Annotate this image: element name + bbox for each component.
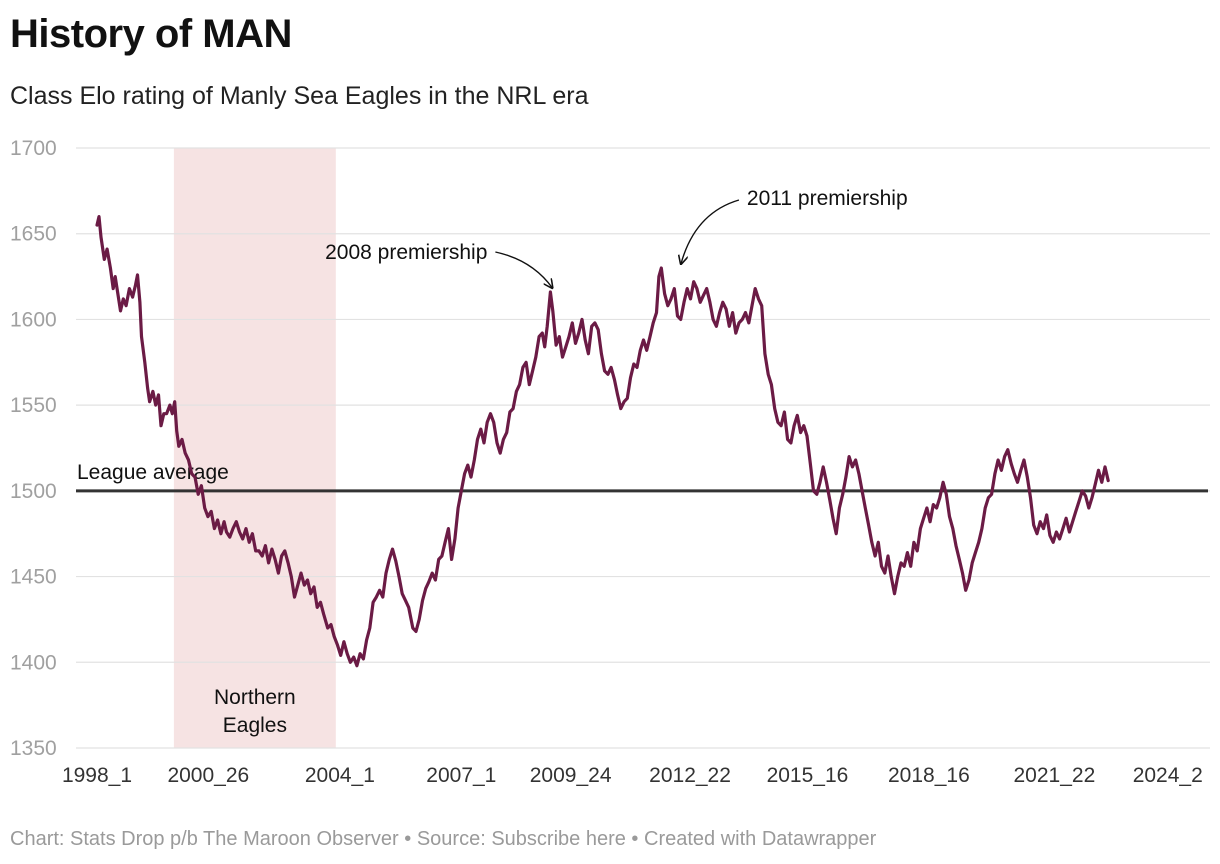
footer-separator: • bbox=[404, 828, 412, 850]
created-with-link[interactable]: Created with Datawrapper bbox=[644, 828, 877, 850]
annotation-arrow bbox=[681, 199, 740, 264]
chart-title: History of MAN bbox=[10, 12, 292, 56]
y-tick-label: 1650 bbox=[10, 223, 57, 246]
x-tick-label: 2004_1 bbox=[305, 764, 375, 787]
footer-separator: • bbox=[631, 828, 639, 850]
source-link[interactable]: Source: Subscribe here bbox=[416, 828, 626, 850]
annotation-arrow bbox=[495, 251, 552, 288]
annotation-2011-premiership: 2011 premiership bbox=[747, 187, 908, 210]
shaded-period-band bbox=[173, 148, 336, 748]
y-tick-label: 1500 bbox=[10, 480, 57, 503]
league-average-label: League average bbox=[77, 461, 229, 484]
y-tick-label: 1450 bbox=[10, 566, 57, 589]
chart-credit: Chart: Stats Drop p/b The Maroon Observe… bbox=[10, 828, 399, 850]
x-tick-label: 2024_2 bbox=[1133, 764, 1203, 787]
x-tick-label: 1998_1 bbox=[62, 764, 132, 787]
chart-footer: Chart: Stats Drop p/b The Maroon Observe… bbox=[10, 828, 876, 851]
elo-rating-line bbox=[95, 215, 1110, 668]
x-tick-label: 2000_26 bbox=[167, 764, 249, 787]
x-tick-label: 2018_16 bbox=[888, 764, 970, 787]
x-tick-label: 2007_1 bbox=[426, 764, 496, 787]
y-tick-label: 1600 bbox=[10, 308, 57, 331]
shaded-period-label: Northern bbox=[214, 686, 296, 709]
y-tick-label: 1400 bbox=[10, 651, 57, 674]
x-tick-label: 2009_24 bbox=[530, 764, 612, 787]
annotation-2008-premiership: 2008 premiership bbox=[325, 241, 487, 264]
y-tick-label: 1350 bbox=[10, 737, 57, 760]
x-tick-label: 2015_16 bbox=[767, 764, 849, 787]
x-tick-label: 2021_22 bbox=[1014, 764, 1096, 787]
y-tick-label: 1550 bbox=[10, 394, 57, 417]
y-tick-label: 1700 bbox=[10, 137, 57, 160]
x-tick-label: 2012_22 bbox=[649, 764, 731, 787]
shaded-period-label: Eagles bbox=[223, 714, 287, 737]
chart-subtitle: Class Elo rating of Manly Sea Eagles in … bbox=[10, 82, 589, 110]
